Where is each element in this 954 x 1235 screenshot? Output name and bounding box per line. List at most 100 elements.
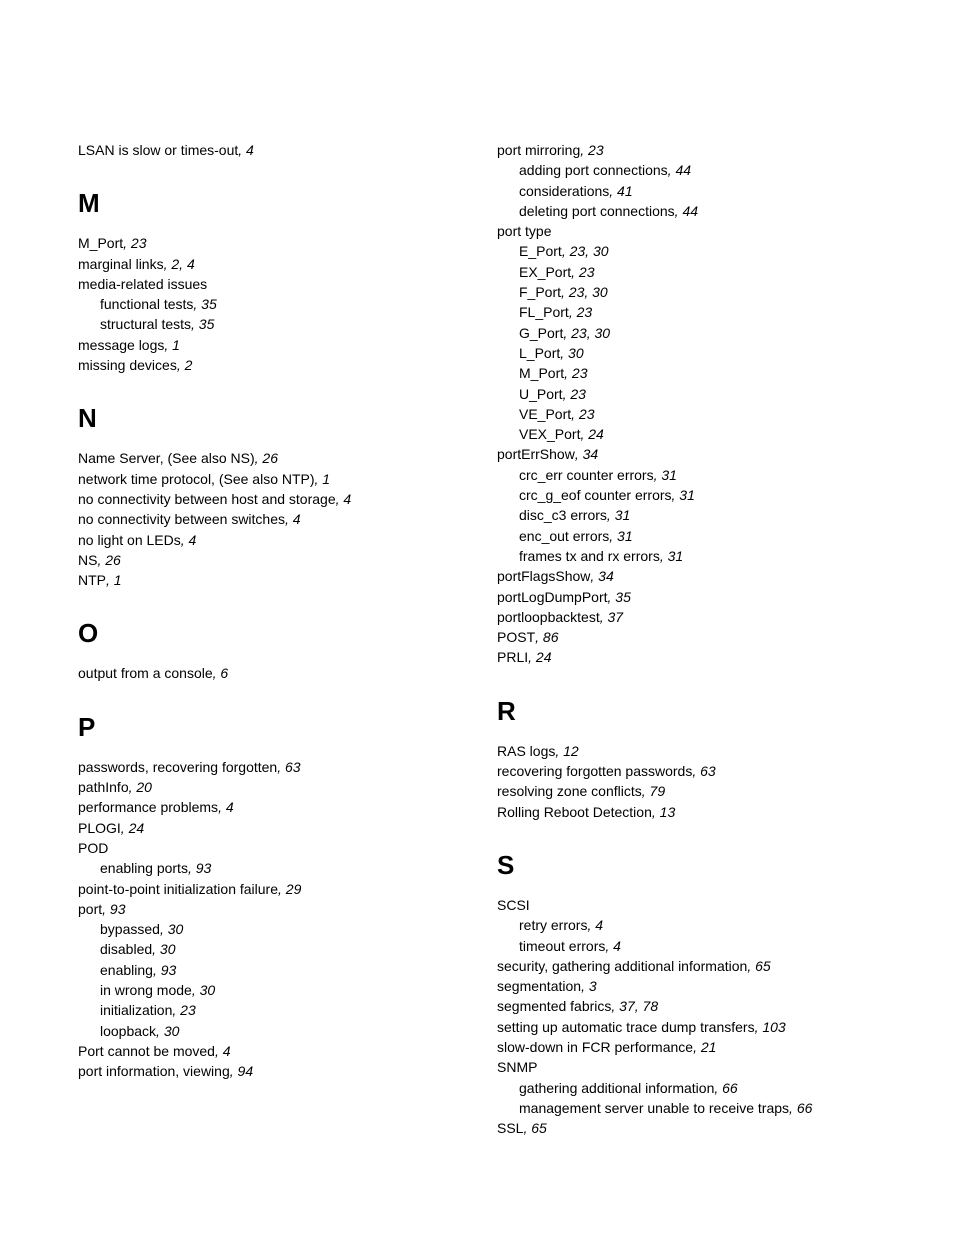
- index-page-refs[interactable]: , 103: [755, 1019, 786, 1035]
- index-page-refs[interactable]: , 44: [668, 162, 691, 178]
- index-entry: adding port connections, 44: [497, 160, 876, 180]
- index-page-refs[interactable]: , 31: [672, 487, 695, 503]
- index-entry: timeout errors, 4: [497, 936, 876, 956]
- index-page-refs[interactable]: , 86: [535, 629, 558, 645]
- index-page-refs[interactable]: , 13: [652, 804, 675, 820]
- index-page-refs[interactable]: , 63: [277, 759, 300, 775]
- index-entry: structural tests, 35: [78, 314, 457, 334]
- index-entry: in wrong mode, 30: [78, 980, 457, 1000]
- index-page-refs[interactable]: , 34: [590, 568, 613, 584]
- index-term: Name Server, (See also NS): [78, 450, 255, 466]
- index-term: portloopbacktest: [497, 609, 600, 625]
- index-page-refs[interactable]: , 23, 30: [563, 325, 610, 341]
- index-term: EX_Port: [519, 264, 571, 280]
- index-page-refs[interactable]: , 94: [230, 1063, 253, 1079]
- index-page-refs[interactable]: , 1: [106, 572, 122, 588]
- index-term: SNMP: [497, 1059, 537, 1075]
- index-page-refs[interactable]: , 26: [255, 450, 278, 466]
- index-page-refs[interactable]: , 24: [580, 426, 603, 442]
- index-entry: media-related issues: [78, 274, 457, 294]
- index-term: disc_c3 errors: [519, 507, 607, 523]
- index-page-refs[interactable]: , 66: [789, 1100, 812, 1116]
- index-page-refs[interactable]: , 24: [121, 820, 144, 836]
- index-page-refs[interactable]: , 23: [580, 142, 603, 158]
- index-page-refs[interactable]: , 63: [692, 763, 715, 779]
- index-page-refs[interactable]: , 35: [191, 316, 214, 332]
- index-term: U_Port: [519, 386, 563, 402]
- index-entry: NS, 26: [78, 550, 457, 570]
- index-page-refs[interactable]: , 34: [575, 446, 598, 462]
- index-page-refs[interactable]: , 26: [97, 552, 120, 568]
- index-page-refs[interactable]: , 30: [192, 982, 215, 998]
- index-entry: slow-down in FCR performance, 21: [497, 1037, 876, 1057]
- index-page-refs[interactable]: , 93: [188, 860, 211, 876]
- index-page-refs[interactable]: , 4: [605, 938, 621, 954]
- index-page-refs[interactable]: , 30: [560, 345, 583, 361]
- index-page-refs[interactable]: , 24: [528, 649, 551, 665]
- index-page-refs[interactable]: , 23: [569, 304, 592, 320]
- index-entry: G_Port, 23, 30: [497, 323, 876, 343]
- index-page-refs[interactable]: , 6: [213, 665, 229, 681]
- index-page-refs[interactable]: , 12: [555, 743, 578, 759]
- index-page-refs[interactable]: , 31: [609, 528, 632, 544]
- index-entry: initialization, 23: [78, 1000, 457, 1020]
- index-page-refs[interactable]: , 23: [564, 365, 587, 381]
- index-term: enabling ports: [100, 860, 188, 876]
- index-entry: port, 93: [78, 899, 457, 919]
- index-page-refs[interactable]: , 65: [747, 958, 770, 974]
- index-page-refs[interactable]: , 29: [278, 881, 301, 897]
- index-page-refs[interactable]: , 23: [123, 235, 146, 251]
- index-term: SCSI: [497, 897, 530, 913]
- index-entry: resolving zone conflicts, 79: [497, 781, 876, 801]
- index-term: no light on LEDs: [78, 532, 181, 548]
- index-page-refs[interactable]: , 93: [102, 901, 125, 917]
- index-page-refs[interactable]: , 4: [336, 491, 352, 507]
- index-page-refs[interactable]: , 4: [215, 1043, 231, 1059]
- index-page-refs[interactable]: , 4: [587, 917, 603, 933]
- index-term: passwords, recovering forgotten: [78, 759, 277, 775]
- index-entry: frames tx and rx errors, 31: [497, 546, 876, 566]
- index-page-refs[interactable]: , 20: [129, 779, 152, 795]
- index-page-refs[interactable]: , 1: [315, 471, 331, 487]
- index-page-refs[interactable]: , 4: [218, 799, 234, 815]
- index-page-refs[interactable]: , 37: [600, 609, 623, 625]
- index-page-refs[interactable]: , 2, 4: [164, 256, 195, 272]
- index-page-refs[interactable]: , 41: [609, 183, 632, 199]
- index-page-refs[interactable]: , 2: [177, 357, 193, 373]
- index-page-refs[interactable]: , 21: [693, 1039, 716, 1055]
- index-page-refs[interactable]: , 93: [153, 962, 176, 978]
- index-page-refs[interactable]: , 23, 30: [562, 243, 609, 259]
- index-entry: PRLI, 24: [497, 647, 876, 667]
- index-page-refs[interactable]: , 4: [181, 532, 197, 548]
- index-entry: portloopbacktest, 37: [497, 607, 876, 627]
- index-page-refs[interactable]: , 65: [523, 1120, 546, 1136]
- index-page-refs[interactable]: , 30: [152, 941, 175, 957]
- index-page-refs[interactable]: , 23: [563, 386, 586, 402]
- index-page-refs[interactable]: , 31: [607, 507, 630, 523]
- index-page-refs[interactable]: , 66: [714, 1080, 737, 1096]
- index-page-refs[interactable]: , 35: [608, 589, 631, 605]
- index-term: adding port connections: [519, 162, 668, 178]
- index-page-refs[interactable]: , 31: [654, 467, 677, 483]
- index-page-refs[interactable]: , 37, 78: [611, 998, 658, 1014]
- index-term: functional tests: [100, 296, 193, 312]
- index-page-refs[interactable]: , 44: [675, 203, 698, 219]
- index-entry: port information, viewing, 94: [78, 1061, 457, 1081]
- index-page-refs[interactable]: , 1: [164, 337, 180, 353]
- index-page-refs[interactable]: , 4: [285, 511, 301, 527]
- index-page-refs[interactable]: , 35: [193, 296, 216, 312]
- index-page-refs[interactable]: , 23: [571, 406, 594, 422]
- index-term: bypassed: [100, 921, 160, 937]
- index-page-refs[interactable]: , 23, 30: [561, 284, 608, 300]
- index-page-refs[interactable]: , 4: [238, 142, 254, 158]
- index-term: portFlagsShow: [497, 568, 590, 584]
- index-page: LSAN is slow or times-out, 4MM_Port, 23m…: [0, 0, 954, 1235]
- index-page-refs[interactable]: , 30: [160, 921, 183, 937]
- index-page-refs[interactable]: , 23: [571, 264, 594, 280]
- index-entry: POST, 86: [497, 627, 876, 647]
- index-page-refs[interactable]: , 79: [642, 783, 665, 799]
- index-page-refs[interactable]: , 30: [156, 1023, 179, 1039]
- index-page-refs[interactable]: , 23: [172, 1002, 195, 1018]
- index-page-refs[interactable]: , 31: [660, 548, 683, 564]
- index-page-refs[interactable]: , 3: [581, 978, 597, 994]
